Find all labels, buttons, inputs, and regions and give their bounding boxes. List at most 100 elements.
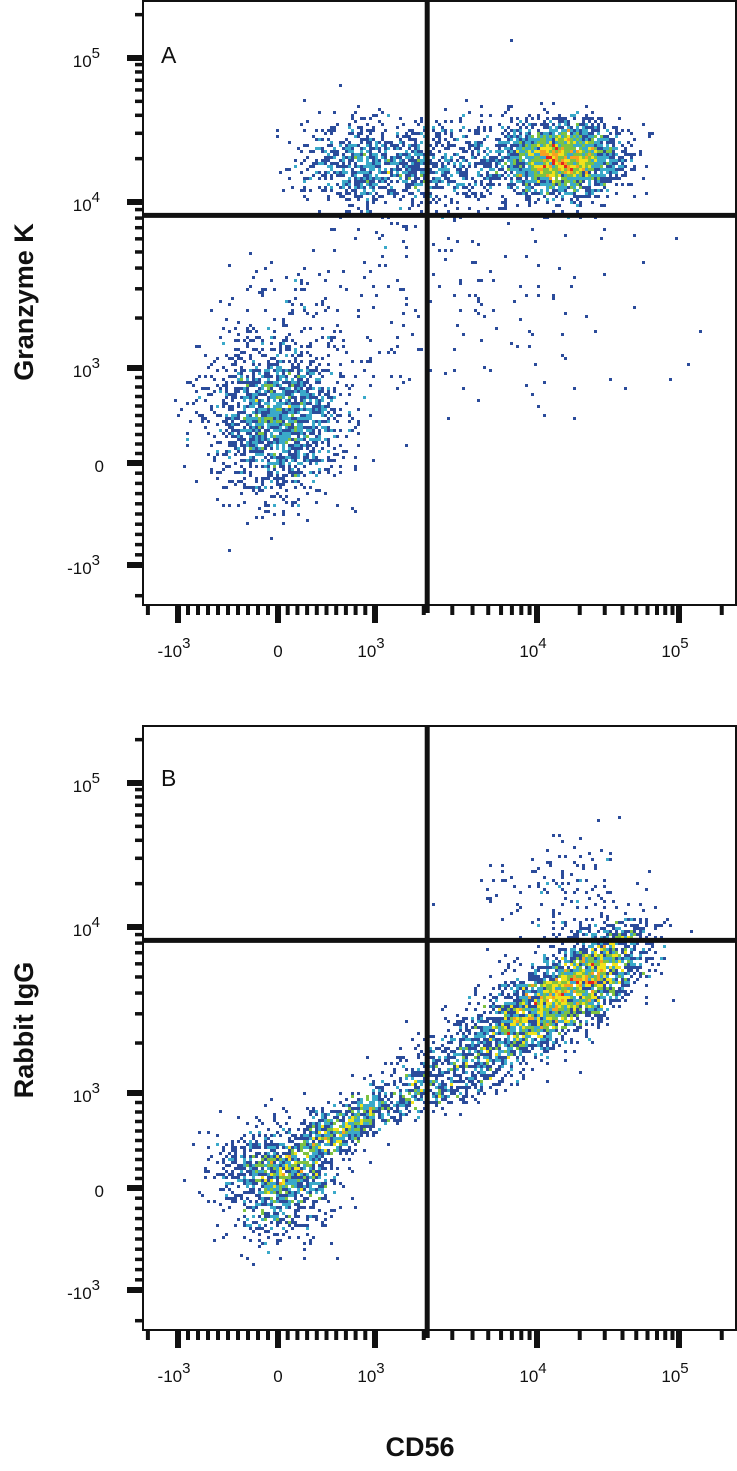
event-bin [369, 132, 372, 135]
event-bin [528, 180, 531, 183]
event-bin [594, 330, 597, 333]
event-bin [282, 441, 285, 444]
event-bin [615, 936, 618, 939]
event-bin [600, 153, 603, 156]
event-bin [216, 471, 219, 474]
event-bin [378, 159, 381, 162]
event-bin [486, 165, 489, 168]
event-bin [288, 384, 291, 387]
event-bin [315, 1149, 318, 1152]
event-bin [510, 129, 513, 132]
event-bin [231, 417, 234, 420]
event-bin [270, 1197, 273, 1200]
event-bin [576, 138, 579, 141]
event-bin [282, 318, 285, 321]
event-bin [255, 459, 258, 462]
event-bin [375, 177, 378, 180]
event-bin [240, 378, 243, 381]
event-bin [468, 1077, 471, 1080]
event-bin [261, 348, 264, 351]
event-bin [282, 1200, 285, 1203]
event-bin [291, 408, 294, 411]
event-bin [312, 1203, 315, 1206]
event-bin [414, 162, 417, 165]
event-bin [582, 168, 585, 171]
event-bin [423, 192, 426, 195]
event-bin [354, 456, 357, 459]
event-bin [600, 150, 603, 153]
event-bin [360, 180, 363, 183]
event-bin [579, 960, 582, 963]
event-bin [381, 180, 384, 183]
event-bin [276, 363, 279, 366]
event-bin [555, 153, 558, 156]
event-bin [585, 933, 588, 936]
event-bin [372, 1095, 375, 1098]
event-bin [240, 369, 243, 372]
event-bin [573, 153, 576, 156]
event-bin [579, 147, 582, 150]
event-bin [504, 981, 507, 984]
event-bin [255, 1155, 258, 1158]
event-bin [372, 126, 375, 129]
plot-frame [142, 0, 737, 606]
event-bin [249, 1164, 252, 1167]
event-bin [531, 168, 534, 171]
event-bin [366, 174, 369, 177]
event-bin [579, 180, 582, 183]
event-bin [570, 1014, 573, 1017]
event-bin [306, 387, 309, 390]
event-bin [279, 345, 282, 348]
event-bin [294, 1176, 297, 1179]
event-bin [585, 918, 588, 921]
event-bin [222, 1167, 225, 1170]
event-bin [264, 369, 267, 372]
event-bin [288, 1200, 291, 1203]
event-bin [300, 303, 303, 306]
event-bin [348, 1125, 351, 1128]
event-bin [645, 960, 648, 963]
event-bin [399, 153, 402, 156]
event-bin [327, 138, 330, 141]
event-bin [525, 144, 528, 147]
event-bin [369, 180, 372, 183]
event-bin [297, 354, 300, 357]
event-bin [312, 1173, 315, 1176]
event-bin [351, 1116, 354, 1119]
event-bin [399, 141, 402, 144]
event-bin [621, 159, 624, 162]
event-bin [456, 171, 459, 174]
event-bin [432, 162, 435, 165]
event-bin [645, 996, 648, 999]
event-bin [183, 465, 186, 468]
event-bin [354, 192, 357, 195]
event-bin [222, 1176, 225, 1179]
event-bin [300, 1188, 303, 1191]
event-bin [327, 336, 330, 339]
event-bin [537, 153, 540, 156]
event-bin [639, 930, 642, 933]
event-bin [414, 186, 417, 189]
event-bin [498, 123, 501, 126]
event-bin [531, 165, 534, 168]
event-bin [579, 156, 582, 159]
event-bin [414, 141, 417, 144]
event-bin [348, 1158, 351, 1161]
event-bin [279, 1161, 282, 1164]
event-bin [543, 1023, 546, 1026]
event-bin [366, 129, 369, 132]
event-bin [561, 1014, 564, 1017]
event-bin [441, 126, 444, 129]
event-bin [561, 153, 564, 156]
event-bin [369, 117, 372, 120]
event-bin [321, 147, 324, 150]
event-bin [540, 183, 543, 186]
event-bin [267, 366, 270, 369]
event-bin [315, 339, 318, 342]
event-bin [282, 438, 285, 441]
event-bin [288, 360, 291, 363]
event-bin [480, 174, 483, 177]
event-bin [339, 141, 342, 144]
event-bin [525, 1008, 528, 1011]
event-bin [501, 1017, 504, 1020]
